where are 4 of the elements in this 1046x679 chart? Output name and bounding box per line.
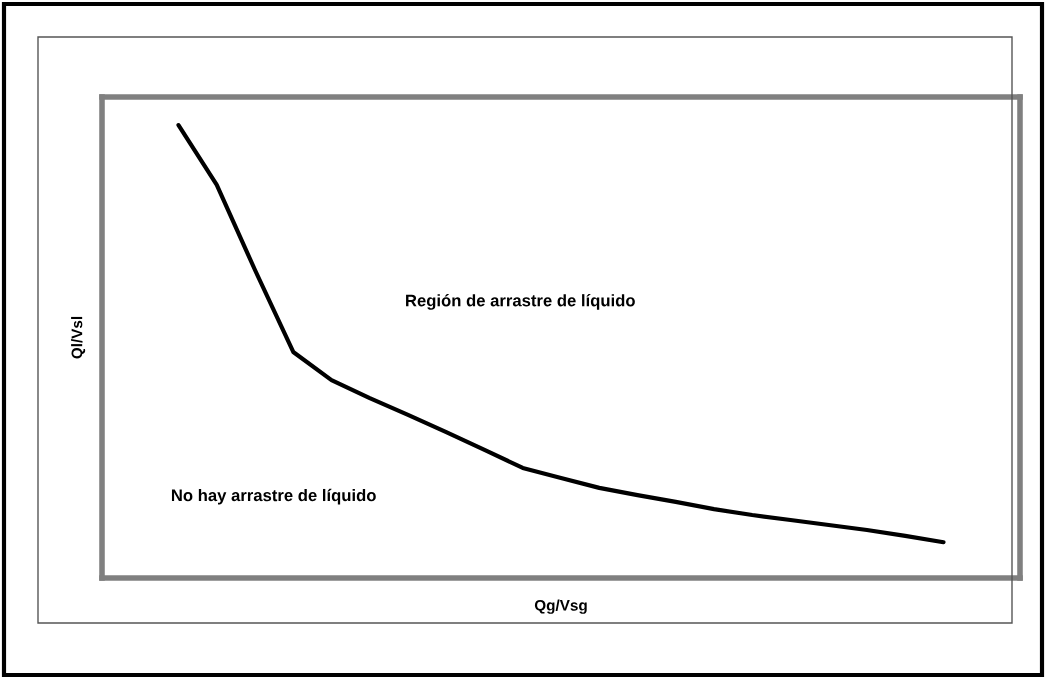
y-axis-title: Ql/Vsl — [71, 316, 86, 359]
x-axis-title: Qg/Vsg — [534, 599, 587, 614]
annotation: No hay arrastre de líquido — [171, 488, 376, 505]
annotation: Región de arrastre de líquido — [406, 294, 635, 310]
